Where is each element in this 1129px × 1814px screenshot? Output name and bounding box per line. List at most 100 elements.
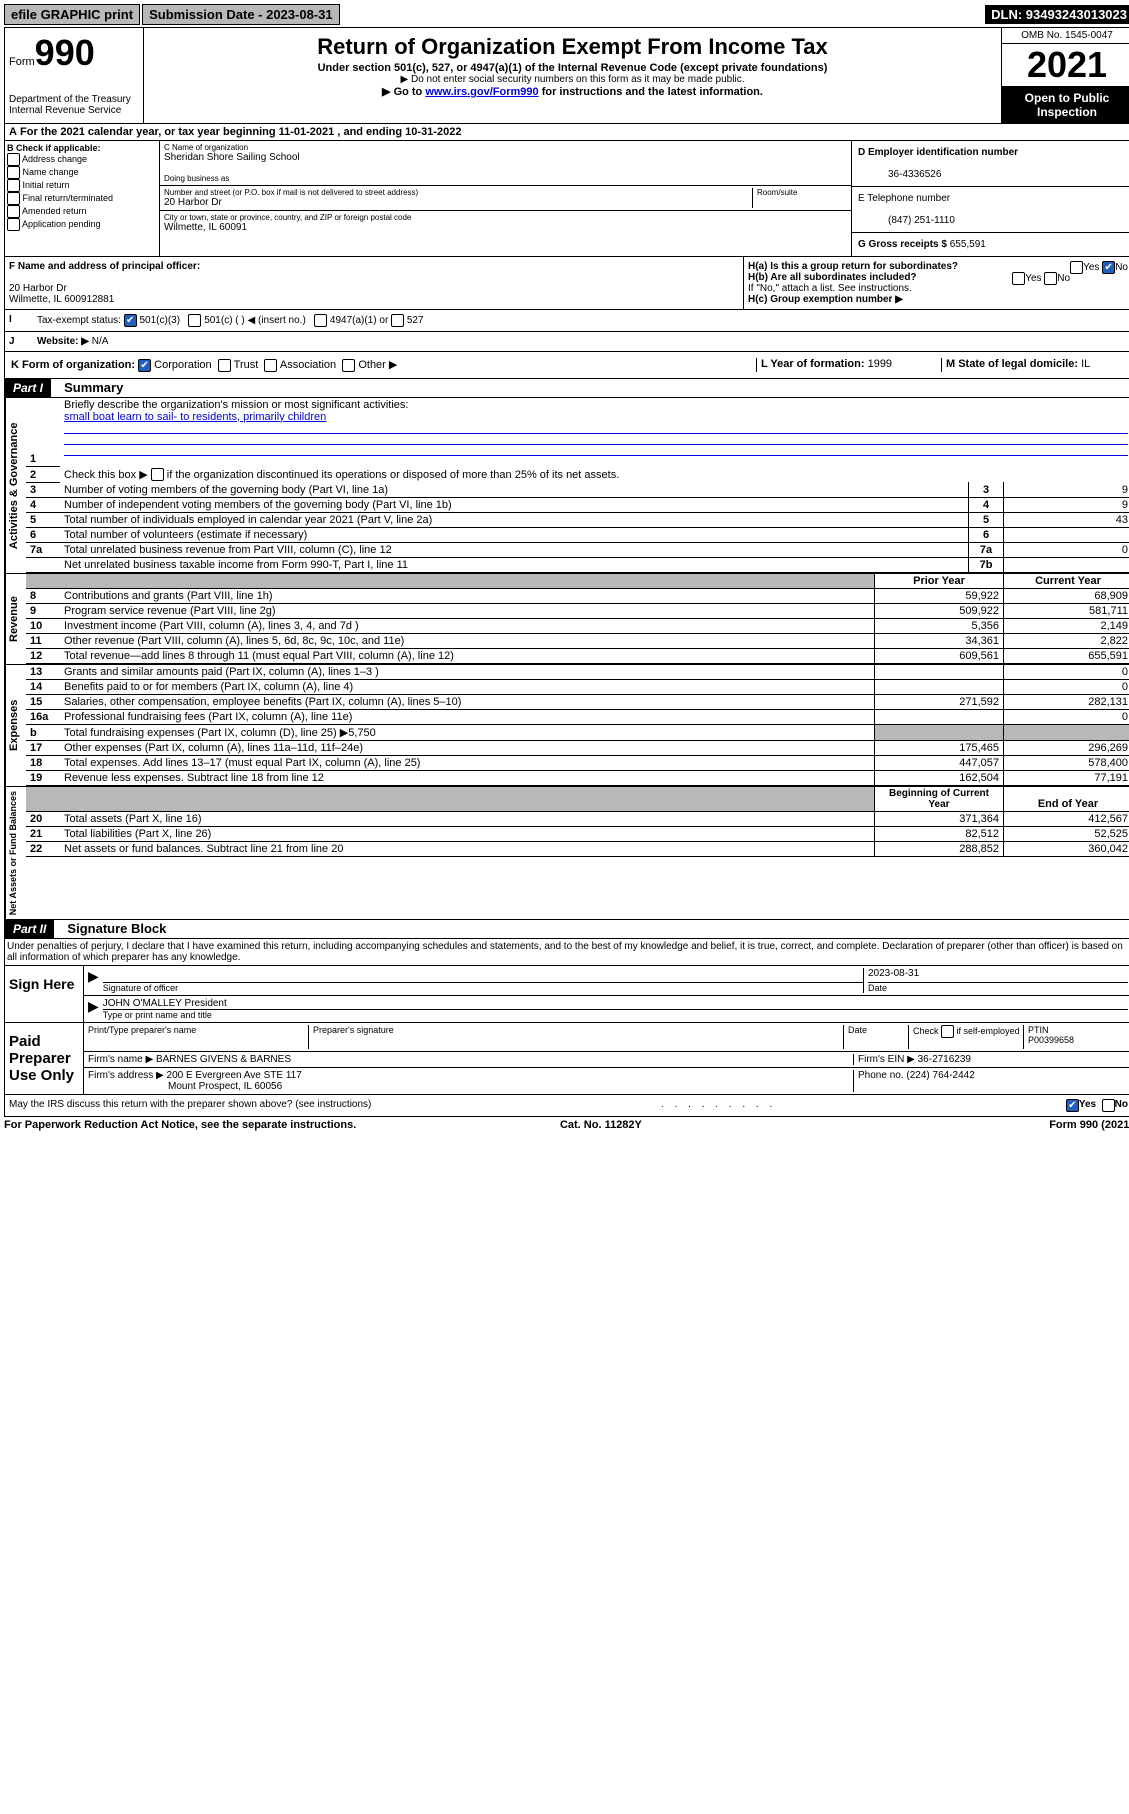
ptin-label: PTIN [1028, 1025, 1049, 1035]
dba-label: Doing business as [164, 174, 847, 183]
expenses-block: Expenses 13Grants and similar amounts pa… [4, 665, 1129, 787]
rn-10: 10 [26, 618, 60, 633]
lbl-yes2: Yes [1025, 273, 1041, 284]
tax-year: 2021 [1002, 44, 1129, 87]
mission-link[interactable]: small boat learn to sail- to residents, … [64, 411, 326, 423]
room-label: Room/suite [757, 188, 847, 197]
cb-hb-no[interactable] [1044, 272, 1057, 285]
rp-10: 5,356 [875, 618, 1004, 633]
rn-21: 21 [26, 826, 60, 841]
cb-other[interactable] [342, 359, 355, 372]
rc-10: 2,149 [1004, 618, 1129, 633]
col-begin: Beginning of Current Year [875, 787, 1004, 812]
firm-addr1: 200 E Evergreen Ave STE 117 [167, 1070, 302, 1081]
rn-11: 11 [26, 633, 60, 648]
cb-corp[interactable]: ✔ [138, 359, 151, 372]
cb-final-return[interactable] [7, 192, 20, 205]
cat-no: Cat. No. 11282Y [560, 1119, 642, 1131]
rt-19: Revenue less expenses. Subtract line 18 … [60, 770, 875, 785]
ssn-note: ▶ Do not enter social security numbers o… [148, 74, 997, 85]
cb-name-change[interactable] [7, 166, 20, 179]
part2-bar: Part II Signature Block [4, 920, 1129, 939]
rt-12: Total revenue—add lines 8 through 11 (mu… [60, 648, 875, 663]
rc-22: 360,042 [1004, 841, 1129, 856]
submission-date: Submission Date - 2023-08-31 [142, 4, 340, 25]
firm-ein-label: Firm's EIN ▶ [858, 1054, 915, 1065]
cb-527[interactable] [391, 314, 404, 327]
hb-note: If "No," attach a list. See instructions… [748, 283, 1128, 294]
revenue-block: Revenue Prior YearCurrent Year 8Contribu… [4, 574, 1129, 665]
cb-501c3[interactable]: ✔ [124, 314, 137, 327]
cb-amended[interactable] [7, 205, 20, 218]
netassets-block: Net Assets or Fund Balances Beginning of… [4, 787, 1129, 920]
goto-suffix: for instructions and the latest informat… [539, 86, 763, 98]
rb-3: 3 [969, 482, 1004, 497]
rt-16b: Total fundraising expenses (Part IX, col… [60, 724, 875, 740]
rb-7b: 7b [969, 557, 1004, 572]
rt-4: Number of independent voting members of … [60, 497, 969, 512]
sign-here-block: Sign Here ▶ Signature of officer 2023-08… [4, 966, 1129, 1023]
cb-may-no[interactable] [1102, 1099, 1115, 1112]
entity-block: B Check if applicable: Address change Na… [4, 141, 1129, 257]
rt-15: Salaries, other compensation, employee b… [60, 694, 875, 709]
may-irs-row: May the IRS discuss this return with the… [4, 1095, 1129, 1117]
cb-initial-return[interactable] [7, 179, 20, 192]
col-prior: Prior Year [875, 574, 1004, 589]
cb-discontinued[interactable] [151, 468, 164, 481]
rn-7a: 7a [26, 542, 60, 557]
col-c: C Name of organization Sheridan Shore Sa… [160, 141, 1129, 256]
city-label: City or town, state or province, country… [164, 213, 847, 222]
cb-assoc[interactable] [264, 359, 277, 372]
open-public: Open to Public Inspection [1002, 87, 1129, 123]
tax-year-line: For the 2021 calendar year, or tax year … [20, 126, 461, 138]
opt-trust: Trust [234, 359, 259, 371]
rt-17: Other expenses (Part IX, column (A), lin… [60, 740, 875, 755]
b-label: B Check if applicable: [7, 143, 101, 153]
governance-table: 1 Briefly describe the organization's mi… [26, 398, 1129, 573]
irs-label: Internal Revenue Service [9, 105, 139, 116]
prep-phone: (224) 764-2442 [906, 1070, 974, 1081]
part2-header: Part II [5, 920, 54, 938]
rv-6 [1004, 527, 1129, 542]
form-990-number: 990 [35, 32, 95, 73]
col-deg: D Employer identification number 36-4336… [851, 141, 1129, 256]
rn-19: 19 [26, 770, 60, 785]
netassets-table: Beginning of Current YearEnd of Year 20T… [26, 787, 1129, 857]
rp-16a [875, 709, 1004, 724]
rp-9: 509,922 [875, 603, 1004, 618]
firm-addr2: Mount Prospect, IL 60056 [88, 1081, 282, 1092]
paid-preparer-block: Paid Preparer Use Only Print/Type prepar… [4, 1023, 1129, 1095]
sig-date-label: Date [868, 982, 1128, 993]
lbl-app-pending: Application pending [22, 219, 101, 229]
rc-14: 0 [1004, 679, 1129, 694]
efile-btn[interactable]: efile GRAPHIC print [4, 4, 140, 25]
officer-name: JOHN O'MALLEY President [103, 998, 1128, 1009]
arrow-icon: ▶ [88, 968, 99, 993]
cb-ha-no[interactable]: ✔ [1102, 261, 1115, 274]
form-number: Form990 [9, 32, 139, 74]
sig-date-value: 2023-08-31 [868, 968, 1128, 982]
rn-16a: 16a [26, 709, 60, 724]
omb-number: OMB No. 1545-0047 [1002, 28, 1129, 44]
footer: For Paperwork Reduction Act Notice, see … [4, 1117, 1129, 1131]
rp-14 [875, 679, 1004, 694]
cb-may-yes[interactable]: ✔ [1066, 1099, 1079, 1112]
form-subtitle: Under section 501(c), 527, or 4947(a)(1)… [148, 62, 997, 74]
k-label: K Form of organization: [11, 359, 135, 371]
l-label: L Year of formation: [761, 358, 865, 370]
rp-12: 609,561 [875, 648, 1004, 663]
cb-ha-yes[interactable] [1070, 261, 1083, 274]
cb-501c[interactable] [188, 314, 201, 327]
cb-address-change[interactable] [7, 153, 20, 166]
rc-11: 2,822 [1004, 633, 1129, 648]
cb-4947[interactable] [314, 314, 327, 327]
cb-trust[interactable] [218, 359, 231, 372]
name-title-label: Type or print name and title [103, 1009, 1128, 1020]
row-i: I Tax-exempt status: ✔ 501(c)(3) 501(c) … [4, 310, 1129, 332]
irs-link[interactable]: www.irs.gov/Form990 [425, 86, 538, 98]
cb-hb-yes[interactable] [1012, 272, 1025, 285]
rp-22: 288,852 [875, 841, 1004, 856]
cb-app-pending[interactable] [7, 218, 20, 231]
rn-13: 13 [26, 665, 60, 680]
cb-self-emp[interactable] [941, 1025, 954, 1038]
